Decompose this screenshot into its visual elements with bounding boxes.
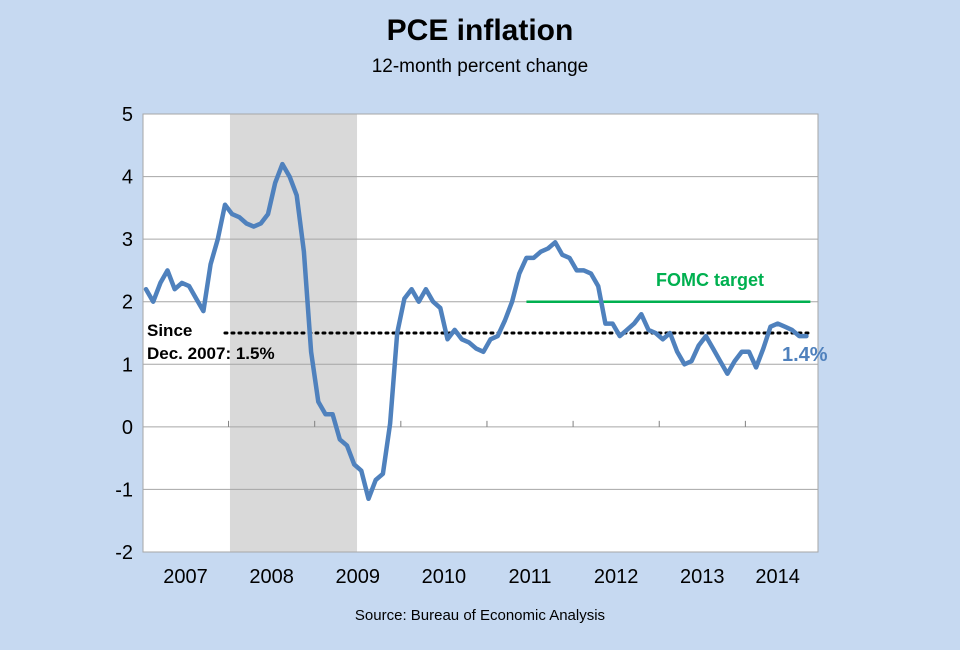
chart-subtitle: 12-month percent change	[371, 56, 589, 77]
y-tick-label: -1	[115, 479, 133, 501]
x-tick-label: 2013	[680, 566, 725, 588]
x-tick-label: 2012	[594, 566, 639, 588]
y-tick-label: -2	[115, 542, 133, 564]
y-tick-label: 2	[122, 292, 133, 314]
chart-title: PCE inflation	[386, 14, 574, 47]
latest-value-label: 1.4%	[782, 344, 828, 366]
y-tick-label: 4	[122, 167, 133, 189]
source-note: Source: Bureau of Economic Analysis	[354, 607, 606, 624]
x-tick-label: 2009	[336, 566, 381, 588]
average-label-line2: Dec. 2007: 1.5%	[147, 344, 275, 363]
average-label-line1: Since	[147, 321, 192, 340]
x-tick-label: 2014	[755, 566, 800, 588]
x-tick-label: 2008	[249, 566, 294, 588]
y-tick-label: 1	[122, 354, 133, 376]
plot-border	[142, 113, 819, 553]
fomc-target-label: FOMC target	[656, 270, 764, 290]
pce-series-line	[143, 161, 809, 502]
y-tick-label: 0	[122, 417, 133, 439]
x-tick-label: 2010	[422, 566, 467, 588]
y-tick-label: 5	[122, 104, 133, 126]
x-tick-label: 2007	[163, 566, 208, 588]
y-tick-label: 3	[122, 229, 133, 251]
x-tick-label: 2011	[509, 566, 552, 588]
